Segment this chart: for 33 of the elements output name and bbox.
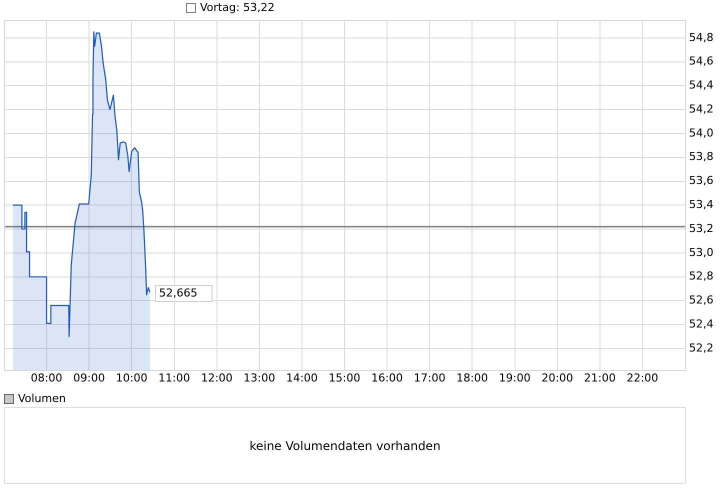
legend-label: Vortag: 53,22 [200,1,275,14]
x-tick-label: 16:00 [371,371,403,384]
text: Volumen [18,392,66,405]
x-tick-label: 15:00 [328,371,360,384]
x-tick-label: 10:00 [116,371,148,384]
y-tick-label: 54,4 [689,78,714,92]
x-tick-label: 17:00 [414,371,446,384]
x-tick-label: 09:00 [73,371,105,384]
y-tick-label: 53,0 [689,246,714,259]
y-tick-label: 53,6 [689,174,714,188]
x-tick-label: 20:00 [541,371,574,384]
y-tick-label: 53,4 [689,198,714,212]
x-tick-label: 22:00 [626,371,658,384]
x-tick-label: 19:00 [498,371,531,384]
x-tick-label: 14:00 [286,371,318,384]
annotation: 52,665 [158,286,198,300]
x-tick-label: 13:00 [244,371,276,384]
y-tick-label: 52,4 [689,317,714,330]
y-tick-label: 53,2 [689,222,714,235]
x-tick-label: 08:00 [30,371,62,384]
y-tick-label: 54,6 [689,54,714,68]
y-tick-label: 54,0 [689,126,714,140]
x-tick-label: 12:00 [200,371,233,384]
y-tick-label: 52,8 [689,270,714,283]
x-tick-label: 18:00 [456,371,488,384]
x-tick-label: 21:00 [584,371,616,384]
y-tick-label: 53,8 [689,150,714,164]
y-tick-label: 54,2 [689,102,714,116]
y-tick-label: 54,8 [689,30,714,44]
y-tick-label: 52,2 [689,341,714,354]
y-tick-label: 52,6 [689,294,714,307]
text: keine Volumendaten vorhanden [4,407,686,484]
x-tick-label: 11:00 [158,371,190,384]
